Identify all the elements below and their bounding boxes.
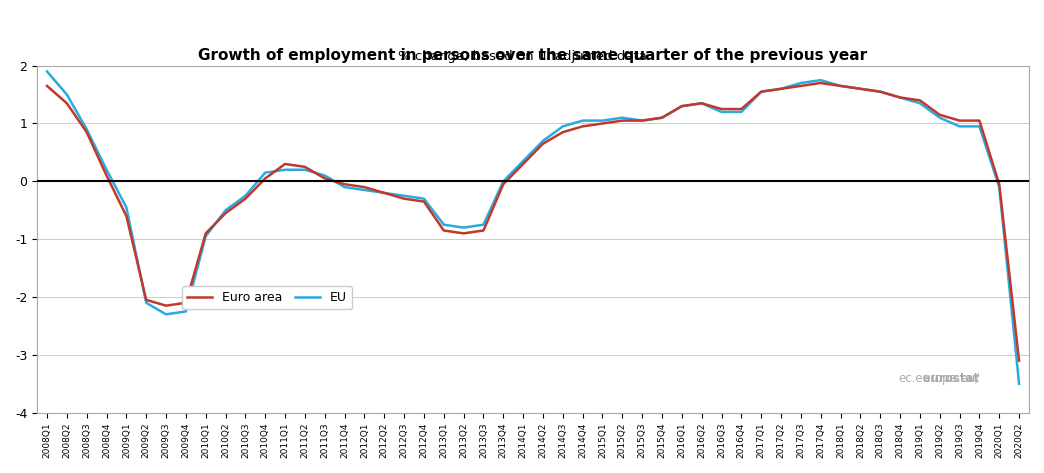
Title: Growth of employment in persons over the same quarter of the previous year: Growth of employment in persons over the…	[198, 48, 868, 63]
Text: % change, based on unadjusted data: % change, based on unadjusted data	[398, 50, 646, 62]
Text: eurostat: eurostat	[865, 372, 979, 385]
Legend: Euro area, EU: Euro area, EU	[183, 286, 352, 309]
Text: ec.europa.eu/: ec.europa.eu/	[898, 372, 979, 385]
